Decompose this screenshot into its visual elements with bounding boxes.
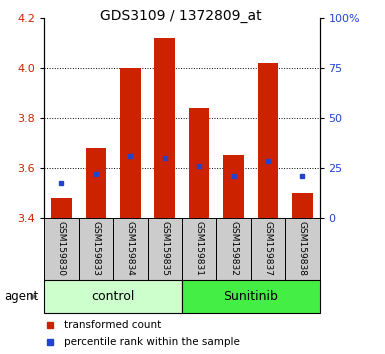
Text: GSM159837: GSM159837	[263, 221, 273, 276]
Bar	[216, 218, 251, 280]
Bar	[147, 218, 182, 280]
Text: control: control	[91, 290, 135, 303]
Bar	[258, 63, 278, 218]
Bar	[285, 218, 320, 280]
Bar	[120, 68, 141, 218]
Bar	[44, 280, 182, 313]
Text: GSM159833: GSM159833	[91, 221, 100, 276]
Text: GSM159830: GSM159830	[57, 221, 66, 276]
Bar	[251, 218, 285, 280]
Text: agent: agent	[4, 290, 38, 303]
Bar	[182, 218, 216, 280]
Bar	[51, 198, 72, 218]
Bar	[85, 148, 106, 218]
Text: GSM159834: GSM159834	[126, 221, 135, 276]
Text: GSM159835: GSM159835	[160, 221, 169, 276]
Bar	[154, 38, 175, 218]
Bar	[44, 218, 79, 280]
Bar	[223, 155, 244, 218]
Bar	[113, 218, 147, 280]
Bar	[189, 108, 209, 218]
Text: transformed count: transformed count	[64, 320, 161, 330]
Text: Sunitinib: Sunitinib	[223, 290, 278, 303]
Bar	[292, 193, 313, 218]
Text: GSM159831: GSM159831	[194, 221, 204, 276]
Bar	[79, 218, 113, 280]
Text: GSM159838: GSM159838	[298, 221, 307, 276]
Text: GDS3109 / 1372809_at: GDS3109 / 1372809_at	[100, 9, 262, 23]
Text: GSM159832: GSM159832	[229, 221, 238, 276]
Text: percentile rank within the sample: percentile rank within the sample	[64, 337, 239, 347]
Bar	[182, 280, 320, 313]
